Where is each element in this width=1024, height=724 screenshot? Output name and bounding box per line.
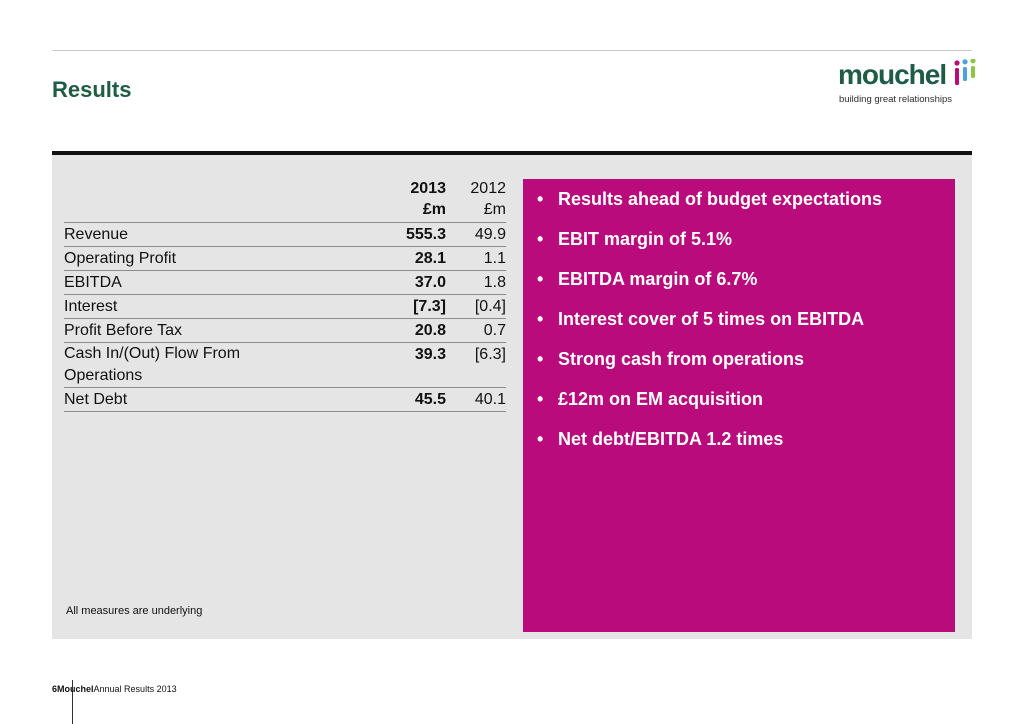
logo-wordmark: mouchel [838, 59, 947, 90]
highlight-text: Results ahead of budget expectations [558, 189, 883, 209]
row-value-2012: 1.1 [456, 246, 506, 271]
highlight-item: • Strong cash from operations [537, 347, 882, 387]
bullet-icon: • [537, 189, 544, 209]
row-value-2012: [6.3] [456, 342, 506, 388]
footer: 6MouchelAnnual Results 2013 [52, 684, 177, 694]
bullet-icon: • [537, 229, 544, 249]
bullet-icon: • [537, 389, 544, 409]
highlight-text: Strong cash from operations [558, 349, 805, 369]
row-value-2013: 28.1 [386, 246, 456, 271]
mouchel-logo: mouchel building great relationships [838, 58, 978, 108]
table-row: Profit Before Tax 20.8 0.7 [64, 318, 506, 343]
bullet-icon: • [537, 429, 544, 449]
highlight-text: Interest cover of 5 times on EBITDA [558, 309, 865, 329]
row-value-2013: 555.3 [386, 222, 456, 247]
row-label: Net Debt [64, 387, 386, 412]
highlight-text: EBITDA margin of 6.7% [558, 269, 758, 289]
row-value-2012: 1.8 [456, 270, 506, 295]
highlights-list: • Results ahead of budget expectations • E… [537, 187, 882, 467]
row-label: Profit Before Tax [64, 318, 386, 343]
highlight-item: • £12m on EM acquisition [537, 387, 882, 427]
row-value-2013: [7.3] [386, 294, 456, 319]
row-label: Cash In/(Out) Flow From Operations [64, 342, 386, 388]
row-value-2012: 40.1 [456, 387, 506, 412]
row-label: EBITDA [64, 270, 386, 295]
bullet-icon: • [537, 349, 544, 369]
row-value-2012: 0.7 [456, 318, 506, 343]
highlight-item: • EBITDA margin of 6.7% [537, 267, 882, 307]
top-divider [52, 50, 972, 51]
page-number: 6 [52, 684, 58, 694]
table-header-row: 2013 £m 2012 £m [64, 178, 506, 223]
highlight-item: • Results ahead of budget expectations [537, 187, 882, 227]
row-value-2013: 37.0 [386, 270, 456, 295]
row-value-2013: 20.8 [386, 318, 456, 343]
row-value-2013: 45.5 [386, 387, 456, 412]
row-label: Interest [64, 294, 386, 319]
bullet-icon: • [537, 269, 544, 289]
highlight-item: • EBIT margin of 5.1% [537, 227, 882, 267]
row-value-2013: 39.3 [386, 342, 456, 388]
footer-company: Mouchel [57, 684, 94, 694]
table-row: Operating Profit 28.1 1.1 [64, 246, 506, 271]
highlights-box: • Results ahead of budget expectations • E… [523, 179, 955, 632]
table-row: EBITDA 37.0 1.8 [64, 270, 506, 295]
table-row: Cash In/(Out) Flow From Operations 39.3 … [64, 342, 506, 388]
panel-top-rule [52, 151, 972, 155]
highlight-item: • Net debt/EBITDA 1.2 times [537, 427, 882, 467]
table-row: Interest [7.3] [0.4] [64, 294, 506, 319]
highlight-text: Net debt/EBITDA 1.2 times [558, 429, 784, 449]
table-header-2013: 2013 £m [386, 178, 456, 223]
table-row: Revenue 555.3 49.9 [64, 222, 506, 247]
highlight-item: • Interest cover of 5 times on EBITDA [537, 307, 882, 347]
results-table: 2013 £m 2012 £m Revenue 555.3 49.9 Opera… [64, 178, 506, 412]
row-value-2012: 49.9 [456, 222, 506, 247]
row-value-2012: [0.4] [456, 294, 506, 319]
row-label: Operating Profit [64, 246, 386, 271]
logo-people-icon [954, 59, 976, 85]
table-row: Net Debt 45.5 40.1 [64, 387, 506, 412]
highlight-text: EBIT margin of 5.1% [558, 229, 733, 249]
row-label: Revenue [64, 222, 386, 247]
table-header-label [64, 178, 386, 223]
table-header-2012: 2012 £m [456, 178, 506, 223]
bullet-icon: • [537, 309, 544, 329]
logo-tagline: building great relationships [839, 94, 953, 105]
footer-divider [72, 680, 73, 724]
page-title: Results [52, 77, 132, 102]
highlight-text: £12m on EM acquisition [558, 389, 764, 409]
footnote: All measures are underlying [66, 605, 203, 617]
footer-doc-title: Annual Results 2013 [93, 684, 177, 694]
